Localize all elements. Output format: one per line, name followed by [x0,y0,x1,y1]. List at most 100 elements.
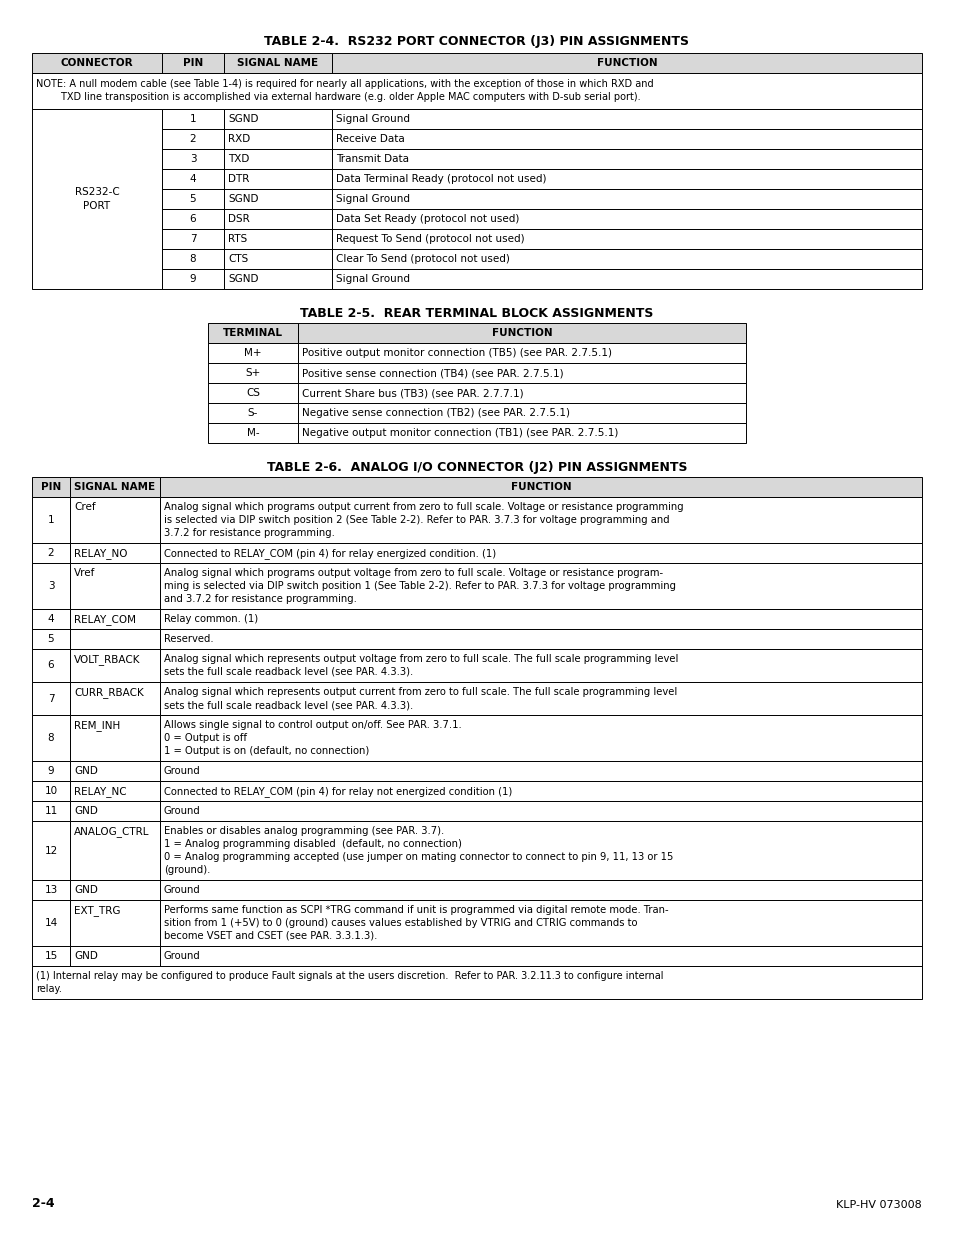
Bar [332,109,921,128]
Bar [70,761,160,781]
Text: Data Set Ready (protocol not used): Data Set Ready (protocol not used) [335,214,518,224]
Text: Ground: Ground [164,951,200,961]
Bar [70,781,160,802]
Bar [224,169,332,189]
Bar [70,496,160,543]
Text: S-: S- [248,408,258,417]
Text: SGND: SGND [228,194,258,204]
Text: Request To Send (protocol not used): Request To Send (protocol not used) [335,233,524,245]
Text: FUNCTION: FUNCTION [596,58,657,68]
Text: 9: 9 [190,274,196,284]
Bar [332,189,921,209]
Bar [224,209,332,228]
Bar [160,802,921,821]
Text: 15: 15 [45,951,57,961]
Text: RXD: RXD [228,135,250,144]
Text: RELAY_NC: RELAY_NC [74,785,127,797]
Bar [32,650,70,682]
Text: Signal Ground: Signal Ground [335,194,410,204]
Text: NOTE: A null modem cable (see Table 1-4) is required for nearly all applications: NOTE: A null modem cable (see Table 1-4)… [36,79,653,89]
Text: 1 = Analog programming disabled  (default, no connection): 1 = Analog programming disabled (default… [164,839,461,848]
Bar [32,109,162,289]
Text: SGND: SGND [228,114,258,124]
Bar [160,781,921,802]
Bar [70,802,160,821]
Text: PIN: PIN [183,58,203,68]
Bar [160,946,921,966]
Bar [32,73,921,109]
Text: Cref: Cref [74,501,95,513]
Text: Ground: Ground [164,766,200,776]
Text: 0 = Analog programming accepted (use jumper on mating connector to connect to pi: 0 = Analog programming accepted (use jum… [164,852,673,862]
Text: 1: 1 [48,515,54,525]
Bar [332,269,921,289]
Bar [332,149,921,169]
Bar [160,609,921,629]
Bar [224,53,332,73]
Bar [332,53,921,73]
Text: 9: 9 [48,766,54,776]
Bar [70,563,160,609]
Text: 11: 11 [45,806,57,816]
Text: ANALOG_CTRL: ANALOG_CTRL [74,826,150,837]
Text: SIGNAL NAME: SIGNAL NAME [237,58,318,68]
Bar [160,650,921,682]
Bar [332,169,921,189]
Bar [70,609,160,629]
Text: TXD line transposition is accomplished via external hardware (e.g. older Apple M: TXD line transposition is accomplished v… [36,91,640,103]
Text: S+: S+ [245,368,260,378]
Text: 3: 3 [190,154,196,164]
Bar [332,249,921,269]
Text: SGND: SGND [228,274,258,284]
Text: TABLE 2-4.  RS232 PORT CONNECTOR (J3) PIN ASSIGNMENTS: TABLE 2-4. RS232 PORT CONNECTOR (J3) PIN… [264,35,689,48]
Text: 7: 7 [190,233,196,245]
Text: Clear To Send (protocol not used): Clear To Send (protocol not used) [335,254,509,264]
Bar [32,966,921,999]
Bar [160,821,921,881]
Text: ming is selected via DIP switch position 1 (See Table 2-2). Refer to PAR. 3.7.3 : ming is selected via DIP switch position… [164,580,676,592]
Text: GND: GND [74,766,98,776]
Text: TXD: TXD [228,154,249,164]
Text: Transmit Data: Transmit Data [335,154,409,164]
Bar [162,149,224,169]
Text: Connected to RELAY_COM (pin 4) for relay not energized condition (1): Connected to RELAY_COM (pin 4) for relay… [164,785,512,797]
Text: KLP-HV 073008: KLP-HV 073008 [836,1200,921,1210]
Text: M-: M- [247,429,259,438]
Text: RTS: RTS [228,233,247,245]
Text: 1 = Output is on (default, no connection): 1 = Output is on (default, no connection… [164,746,369,756]
Text: 5: 5 [48,634,54,643]
Text: EXT_TRG: EXT_TRG [74,905,120,916]
Text: FUNCTION: FUNCTION [510,482,571,492]
Bar [162,228,224,249]
Bar [70,946,160,966]
Text: RS232-C
PORT: RS232-C PORT [74,188,119,211]
Text: Data Terminal Ready (protocol not used): Data Terminal Ready (protocol not used) [335,174,546,184]
Text: sition from 1 (+5V) to 0 (ground) causes values established by VTRIG and CTRIG c: sition from 1 (+5V) to 0 (ground) causes… [164,918,637,927]
Text: and 3.7.2 for resistance programming.: and 3.7.2 for resistance programming. [164,594,356,604]
Text: RELAY_COM: RELAY_COM [74,614,136,625]
Bar [224,128,332,149]
Bar [160,496,921,543]
Text: 5: 5 [190,194,196,204]
Text: 8: 8 [190,254,196,264]
Bar [32,609,70,629]
Text: Negative sense connection (TB2) (see PAR. 2.7.5.1): Negative sense connection (TB2) (see PAR… [302,408,569,417]
Bar [297,383,745,403]
Bar [332,228,921,249]
Bar [160,715,921,761]
Text: Ground: Ground [164,885,200,895]
Text: 13: 13 [45,885,57,895]
Bar [70,715,160,761]
Text: 14: 14 [45,918,57,927]
Text: TABLE 2-6.  ANALOG I/O CONNECTOR (J2) PIN ASSIGNMENTS: TABLE 2-6. ANALOG I/O CONNECTOR (J2) PIN… [267,461,686,474]
Text: relay.: relay. [36,984,62,994]
Text: Reserved.: Reserved. [164,634,213,643]
Bar [224,189,332,209]
Bar [162,269,224,289]
Text: Signal Ground: Signal Ground [335,274,410,284]
Text: Receive Data: Receive Data [335,135,404,144]
Bar [160,543,921,563]
Text: 6: 6 [190,214,196,224]
Bar [32,53,162,73]
Bar [32,477,70,496]
